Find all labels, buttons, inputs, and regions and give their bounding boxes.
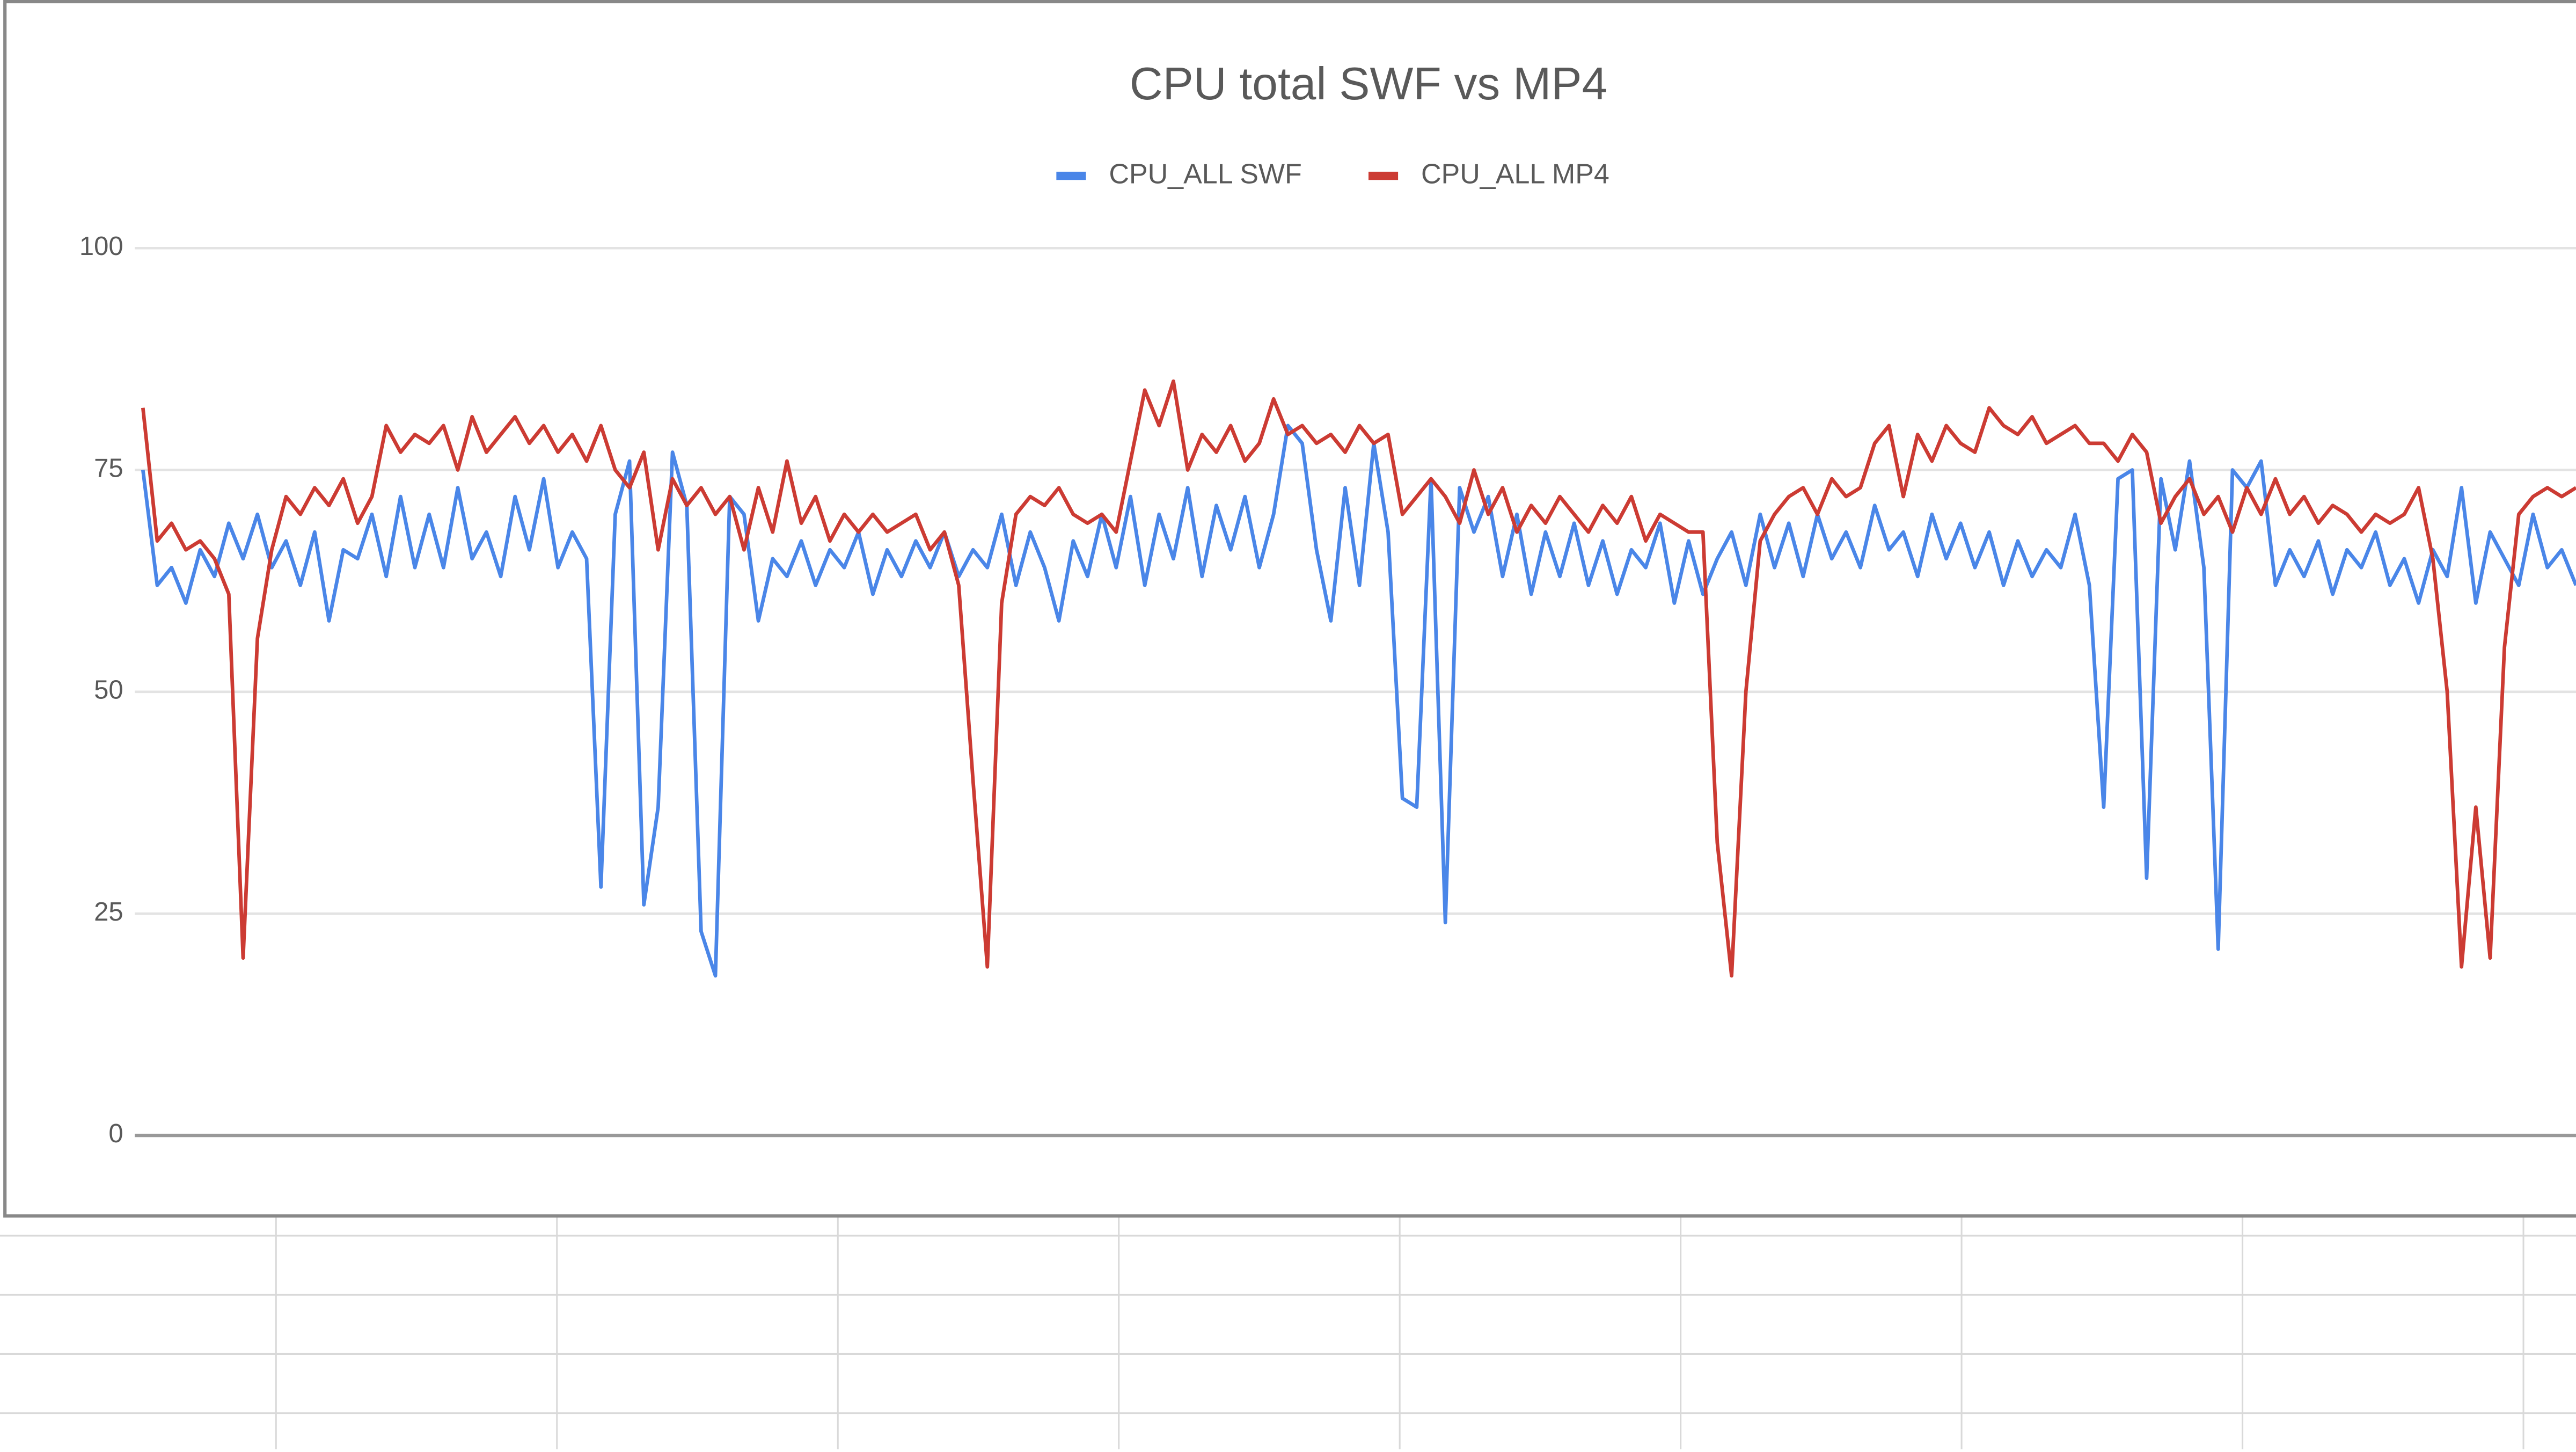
sheet-grid: [0, 1216, 2576, 1449]
chart-title: CPU total SWF vs MP4: [1130, 58, 1608, 110]
y-tick-label: 75: [94, 454, 123, 483]
y-tick-label: 100: [79, 232, 123, 261]
y-tick-label: 0: [108, 1119, 123, 1148]
legend-label: CPU_ALL SWF: [1109, 158, 1302, 189]
data-line: [141, 379, 2576, 978]
y-tick-label: 50: [94, 676, 123, 705]
data-line: [141, 424, 2576, 978]
legend-label: CPU_ALL MP4: [1421, 158, 1609, 189]
chart-frame[interactable]: [3, 0, 2576, 1218]
y-tick-label: 25: [94, 898, 123, 926]
